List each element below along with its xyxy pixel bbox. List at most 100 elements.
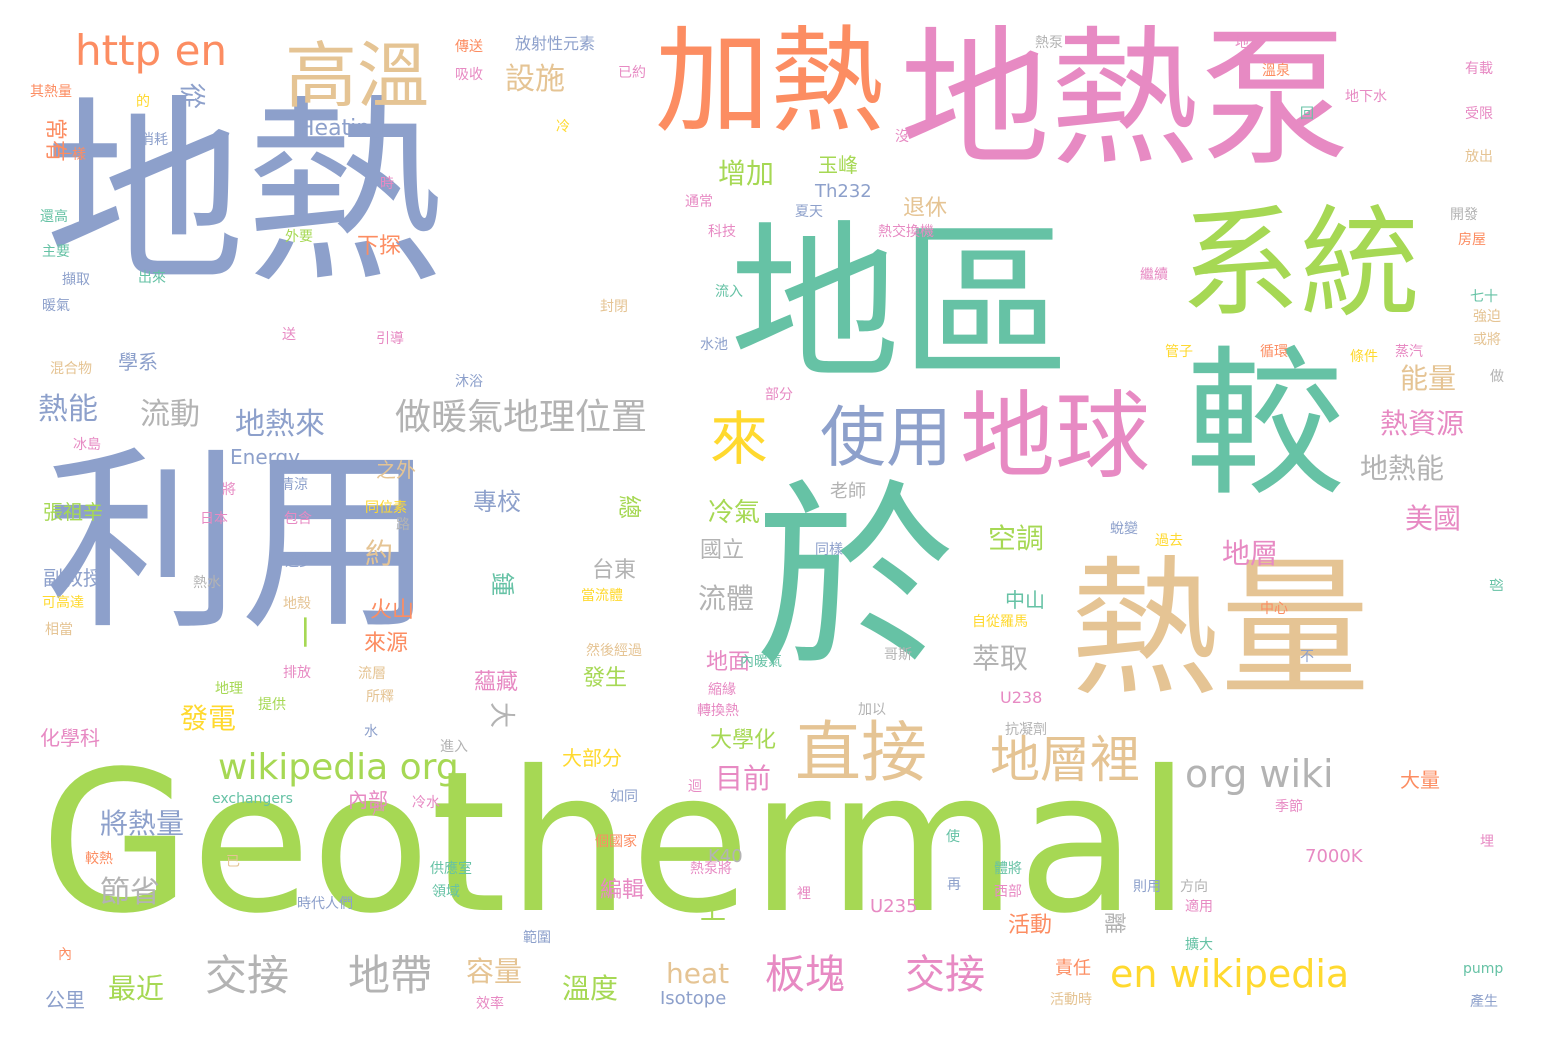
cloud-word: 再: [947, 877, 961, 893]
cloud-word: 中心: [1260, 601, 1288, 617]
cloud-word: 較: [1185, 331, 1346, 518]
cloud-word: 一樣: [58, 147, 86, 163]
cloud-word: 大部分: [562, 746, 622, 770]
cloud-word: 送: [282, 327, 296, 343]
cloud-word: 有載: [1465, 61, 1493, 77]
cloud-word: 國立: [700, 538, 745, 563]
cloud-word: 蛻變: [1110, 521, 1138, 537]
cloud-word: 體將: [994, 861, 1022, 877]
cloud-word: 其熱量: [30, 84, 72, 100]
cloud-word: 於: [755, 463, 956, 696]
cloud-word: 將熱量: [100, 807, 185, 840]
cloud-word: 鍾: [488, 572, 516, 596]
cloud-word: 外要: [285, 229, 313, 245]
cloud-word: 使: [946, 829, 960, 845]
cloud-word: 抗凝劑: [1005, 722, 1047, 738]
cloud-word: 玉峰: [818, 153, 858, 177]
cloud-word: 供應室: [430, 861, 472, 877]
cloud-word: 擴大: [1185, 937, 1213, 953]
cloud-word: 副教授: [43, 566, 103, 590]
cloud-word: 化學科: [40, 726, 100, 750]
cloud-word: 開發: [1450, 207, 1478, 223]
cloud-word: 熱能: [38, 392, 98, 427]
cloud-word: 熱資源: [1380, 407, 1465, 440]
cloud-word: 地帶: [348, 951, 433, 1000]
cloud-word: 做: [1490, 369, 1504, 385]
cloud-word: 地層裡: [990, 731, 1140, 789]
cloud-word: 學系: [118, 350, 158, 374]
cloud-word: 日本: [200, 511, 228, 527]
cloud-word: 萃取: [972, 642, 1029, 675]
cloud-word: 約: [365, 537, 394, 570]
cloud-word: 冷: [556, 119, 570, 135]
cloud-word: 冷水: [412, 795, 440, 811]
cloud-word: 受限: [1465, 106, 1493, 122]
cloud-word: 大: [486, 702, 516, 729]
cloud-word: 交接: [905, 952, 985, 998]
cloud-word: wikipedia org: [218, 747, 459, 788]
cloud-word: 則用: [1133, 879, 1161, 895]
cloud-word: 然後經過: [586, 643, 642, 659]
cloud-word: 路: [396, 517, 410, 533]
cloud-word: 包含: [284, 511, 312, 527]
cloud-word: 地區: [730, 206, 1071, 404]
cloud-word: 蒸汽: [1395, 344, 1423, 360]
cloud-word: 沐浴: [455, 374, 483, 390]
cloud-word: 適用: [1185, 899, 1213, 915]
cloud-word: 封閉: [600, 299, 628, 315]
cloud-word: 直接: [795, 714, 927, 791]
cloud-word: 地下: [1235, 35, 1263, 51]
cloud-word: 當流體: [581, 588, 623, 604]
cloud-word: 專校: [473, 488, 521, 516]
cloud-word: 時代人們: [297, 896, 353, 912]
cloud-word: 回: [1300, 106, 1314, 122]
cloud-word: 清涼: [280, 477, 308, 493]
cloud-word: 哥斯: [884, 647, 912, 663]
cloud-word: 傳送: [455, 39, 483, 55]
cloud-word: 效率: [476, 996, 504, 1012]
cloud-word: 方向: [1180, 879, 1208, 895]
cloud-word: 季節: [1275, 799, 1303, 815]
cloud-word: 火山: [370, 598, 415, 623]
cloud-word: 裡: [797, 886, 811, 902]
cloud-word: 使用: [820, 399, 952, 476]
cloud-word: 地下水: [1345, 89, 1387, 105]
cloud-word: 部分: [765, 387, 793, 403]
cloud-word: 台東: [592, 558, 637, 583]
cloud-word: http en: [75, 26, 228, 75]
cloud-word: 下探: [357, 234, 402, 259]
cloud-word: 中山: [1005, 588, 1045, 612]
cloud-word: 溫泉: [1262, 63, 1290, 79]
cloud-word: 老師: [830, 481, 866, 502]
cloud-word: 熱交換機: [878, 224, 934, 240]
cloud-word: 西部: [994, 884, 1022, 900]
cloud-word: 排放: [283, 665, 311, 681]
cloud-word: 強迫: [1473, 309, 1501, 325]
cloud-word: 混合物: [50, 361, 92, 377]
cloud-word: 過去: [1155, 533, 1183, 549]
cloud-word: 通常: [685, 194, 713, 210]
cloud-word: 來: [710, 405, 769, 473]
cloud-word: 張祖辛: [43, 500, 103, 524]
cloud-word: 地理: [215, 681, 243, 697]
cloud-word: 美國: [1405, 502, 1462, 535]
cloud-word: 離: [1101, 912, 1126, 935]
cloud-word: 最近: [108, 972, 165, 1005]
cloud-word: 增加: [718, 157, 775, 190]
cloud-word: 夏天: [795, 204, 823, 220]
cloud-word: 所釋: [366, 689, 394, 705]
cloud-word: 或將: [1473, 332, 1501, 348]
cloud-word: U235: [870, 896, 918, 917]
cloud-word: 溫度: [562, 972, 619, 1005]
cloud-word: 發生: [583, 666, 628, 691]
cloud-word: 地層: [1222, 537, 1279, 570]
cloud-word: 活動: [1008, 913, 1053, 938]
cloud-word: 編輯: [600, 878, 645, 903]
cloud-word: 交接: [205, 951, 290, 1000]
cloud-word: 容量: [466, 955, 523, 988]
cloud-word: 暖氣: [42, 298, 70, 314]
cloud-word: 不: [1300, 649, 1314, 665]
cloud-word: 板塊: [765, 952, 845, 998]
cloud-word: 領域: [432, 884, 460, 900]
